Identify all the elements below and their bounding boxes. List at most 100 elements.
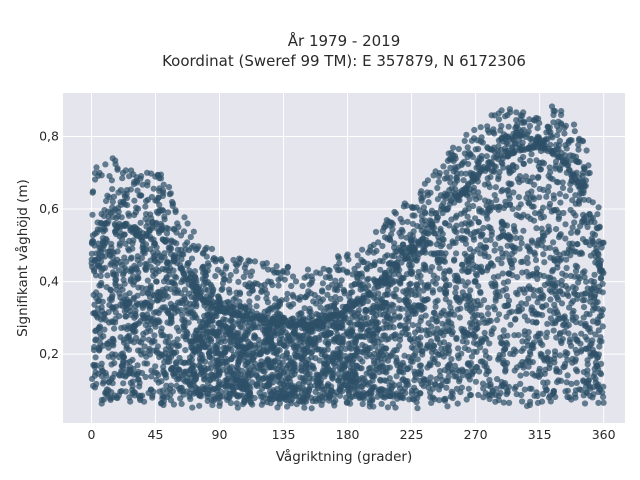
data-point [453,250,460,257]
data-point [447,311,454,318]
data-point [204,305,211,312]
data-point [508,261,515,268]
data-point [437,368,444,375]
data-point [537,166,545,173]
data-point [453,334,460,342]
data-point [504,186,512,194]
data-point [273,263,280,270]
data-point [506,255,513,262]
data-point [532,210,539,217]
data-point [150,272,157,279]
data-point [251,258,259,265]
data-point [117,187,124,194]
data-point [144,277,151,284]
data-point [562,193,569,200]
data-point [385,260,392,267]
data-point [126,367,133,374]
data-point [384,235,391,242]
data-point [244,359,251,366]
data-point [312,395,319,402]
data-point [334,334,341,341]
data-point [418,188,425,195]
data-point [228,356,235,363]
data-point [498,122,505,130]
data-point [534,332,542,339]
data-point [372,319,379,326]
data-point [506,201,514,208]
data-point [573,379,580,386]
data-point [309,328,316,335]
data-point [446,347,453,354]
data-point [237,303,244,310]
data-point [92,354,99,361]
data-point [441,268,449,275]
data-point [171,289,178,296]
data-point [193,335,200,343]
data-point [378,336,385,343]
data-point [242,329,249,336]
data-point [391,240,398,247]
data-point [473,272,480,279]
data-point [219,358,226,365]
data-point [540,379,547,386]
data-point [487,260,495,267]
data-point [570,121,578,128]
data-point [121,280,128,287]
data-point [434,325,441,332]
data-point [432,303,439,310]
data-point [314,385,322,392]
data-point [160,181,167,188]
data-point [470,248,477,255]
data-point [386,364,393,371]
data-point [506,195,513,202]
data-point [215,372,222,379]
data-point [418,249,425,256]
data-point [341,288,348,295]
data-point [335,370,342,378]
data-point [109,213,116,221]
data-point [482,237,489,244]
data-point [226,383,233,390]
data-point [451,225,458,232]
data-point [500,399,507,406]
data-point [147,302,154,309]
data-point [105,218,112,225]
data-point [517,235,524,242]
data-point [504,389,511,396]
data-point [265,364,272,371]
data-point [165,343,172,350]
data-point [151,292,158,299]
data-point [587,328,594,335]
data-point [129,240,136,247]
data-point [554,132,561,139]
data-point [308,354,315,361]
data-point [203,244,210,251]
data-point [531,251,539,258]
data-point [285,374,292,381]
data-point [390,308,397,315]
data-point [432,168,439,175]
data-point [357,286,364,293]
data-point [392,404,399,411]
data-point [578,190,585,197]
data-point [465,346,472,353]
data-point [144,314,151,321]
data-point [168,312,175,319]
data-point [329,375,336,382]
data-point [317,379,324,386]
data-point [269,281,276,289]
data-point [467,287,474,294]
data-point [464,144,471,151]
data-point [572,192,579,199]
data-point [400,244,407,252]
data-point [443,169,450,176]
data-point [517,372,524,379]
data-point [302,374,309,381]
data-point [102,161,109,168]
data-point [527,135,534,143]
data-point [428,264,436,271]
data-point [88,250,95,257]
data-point [592,299,599,306]
data-point [355,307,362,314]
data-point [568,380,575,387]
